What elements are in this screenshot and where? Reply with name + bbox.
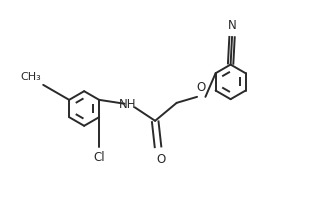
Text: N: N	[228, 19, 237, 32]
Text: O: O	[197, 81, 206, 94]
Text: O: O	[156, 153, 166, 166]
Text: CH₃: CH₃	[20, 72, 41, 82]
Text: Cl: Cl	[93, 151, 105, 164]
Text: NH: NH	[119, 98, 136, 111]
